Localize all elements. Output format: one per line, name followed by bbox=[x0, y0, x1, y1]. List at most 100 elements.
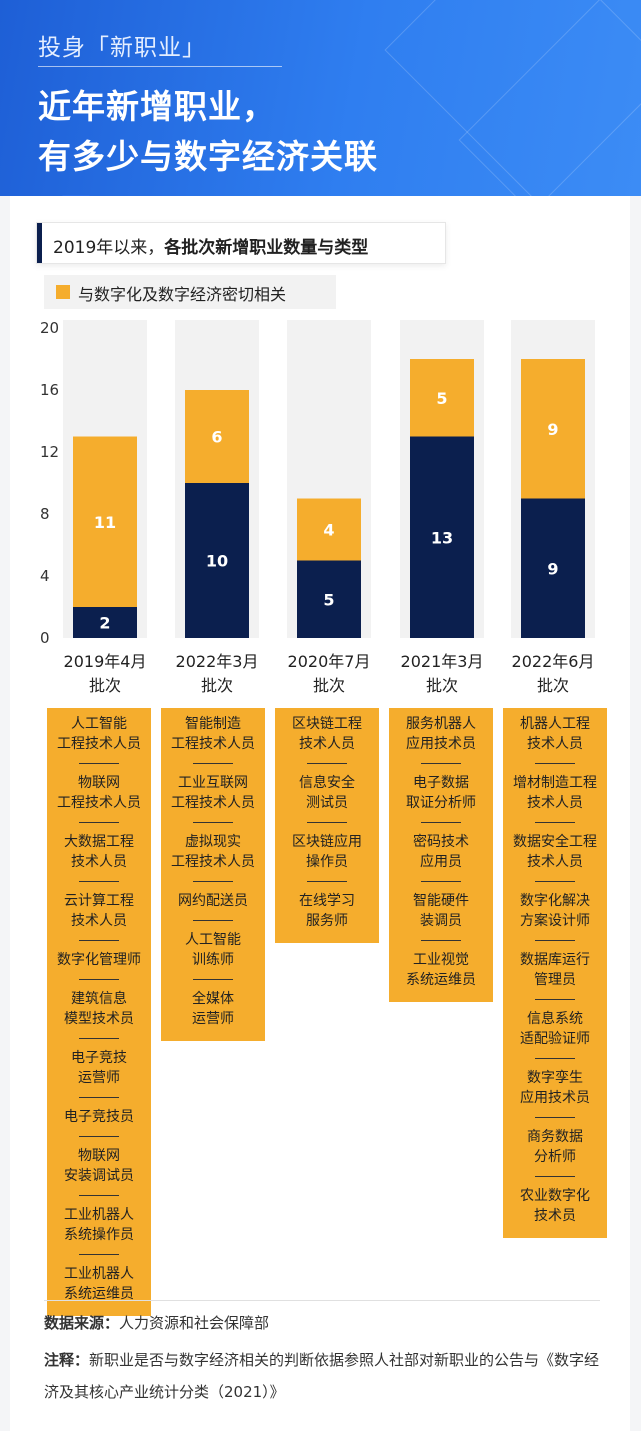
occupation-item: 大数据工程 技术人员 bbox=[64, 834, 134, 870]
legend-label: 与数字化及数字经济密切相关 bbox=[78, 285, 287, 304]
occupation-item: 区块链工程 技术人员 bbox=[292, 716, 362, 752]
occupation-item: 信息安全 测试员 bbox=[299, 775, 355, 811]
x-category-label: 2021年3月 bbox=[401, 652, 484, 671]
occupation-item: 电子数据 取证分析师 bbox=[406, 775, 476, 811]
footer-divider bbox=[44, 1300, 600, 1301]
occupation-item: 虚拟现实 工程技术人员 bbox=[171, 834, 255, 870]
item-separator bbox=[307, 881, 347, 882]
item-separator bbox=[421, 881, 461, 882]
item-separator bbox=[535, 881, 575, 882]
item-separator bbox=[307, 822, 347, 823]
bar-segment-digital bbox=[410, 359, 474, 437]
occupation-item: 服务机器人 应用技术员 bbox=[406, 716, 476, 752]
bar-value-label: 9 bbox=[547, 559, 558, 578]
kicker-underline bbox=[38, 66, 282, 67]
item-separator bbox=[79, 1136, 119, 1137]
item-separator bbox=[421, 763, 461, 764]
y-tick-label: 0 bbox=[40, 629, 50, 647]
y-tick-label: 4 bbox=[40, 567, 50, 585]
y-tick-label: 16 bbox=[40, 381, 59, 399]
legend: 与数字化及数字经济密切相关 bbox=[44, 275, 336, 309]
y-tick-label: 20 bbox=[40, 319, 59, 337]
occupation-item: 在线学习 服务师 bbox=[299, 893, 355, 929]
occupation-item: 网约配送员 bbox=[178, 893, 248, 909]
bar-value-label: 9 bbox=[547, 420, 558, 439]
occupation-column: 区块链工程 技术人员 信息安全 测试员 区块链应用 操作员 在线学习 服务师 bbox=[275, 708, 379, 943]
occupation-item: 工业机器人 系统操作员 bbox=[64, 1207, 134, 1243]
legend-swatch bbox=[56, 285, 70, 299]
x-category-label: 批次 bbox=[89, 676, 121, 695]
item-separator bbox=[79, 881, 119, 882]
occupation-item: 区块链应用 操作员 bbox=[292, 834, 362, 870]
data-source: 数据来源：人力资源和社会保障部 bbox=[44, 1312, 269, 1333]
x-category-label: 2022年3月 bbox=[176, 652, 259, 671]
note-text: 新职业是否与数字经济相关的判断依据参照人社部对新职业的公告与《数字经济及其核心产… bbox=[44, 1351, 600, 1401]
item-separator bbox=[79, 1038, 119, 1039]
occupation-item: 电子竞技员 bbox=[64, 1109, 134, 1125]
x-category-label: 批次 bbox=[426, 676, 458, 695]
occupation-item: 智能制造 工程技术人员 bbox=[171, 716, 255, 752]
item-separator bbox=[535, 1176, 575, 1177]
item-separator bbox=[535, 822, 575, 823]
bar-value-label: 10 bbox=[206, 552, 228, 571]
bar-segment-other bbox=[521, 498, 585, 638]
item-separator bbox=[421, 940, 461, 941]
page-title: 近年新增职业， 有多少与数字经济关联 bbox=[38, 82, 378, 182]
occupation-item: 数字化管理师 bbox=[57, 952, 141, 968]
item-separator bbox=[193, 979, 233, 980]
occupation-item: 农业数字化 技术员 bbox=[520, 1188, 590, 1224]
source-text: 人力资源和社会保障部 bbox=[119, 1314, 270, 1332]
bar-value-label: 6 bbox=[211, 428, 222, 447]
bar-value-label: 13 bbox=[431, 528, 453, 547]
x-category-label: 批次 bbox=[201, 676, 233, 695]
header-kicker: 投身「新职业」 bbox=[38, 35, 206, 61]
occupation-item: 电子竞技 运营师 bbox=[71, 1050, 127, 1086]
occupation-column: 人工智能 工程技术人员 物联网 工程技术人员 大数据工程 技术人员 云计算工程 技术人员 数字化… bbox=[47, 708, 151, 1316]
occupation-item: 密码技术 应用员 bbox=[413, 834, 469, 870]
bar-segment-digital bbox=[521, 359, 585, 499]
subtitle-bold: 各批次新增职业数量与类型 bbox=[164, 238, 369, 258]
occupation-item: 全媒体 运营师 bbox=[192, 991, 234, 1027]
note-label: 注释： bbox=[44, 1351, 90, 1369]
bar-value-label: 2 bbox=[99, 614, 110, 633]
item-separator bbox=[193, 822, 233, 823]
item-separator bbox=[79, 1097, 119, 1098]
item-separator bbox=[535, 763, 575, 764]
item-separator bbox=[193, 763, 233, 764]
chart-subtitle-box: 2019年以来，各批次新增职业数量与类型 bbox=[36, 222, 446, 264]
item-separator bbox=[193, 920, 233, 921]
header-banner: 投身「新职业」 近年新增职业， 有多少与数字经济关联 bbox=[0, 0, 641, 196]
bar-segment-other bbox=[410, 436, 474, 638]
item-separator bbox=[79, 763, 119, 764]
title-line-2: 有多少与数字经济关联 bbox=[38, 137, 378, 176]
occupation-item: 物联网 安装调试员 bbox=[64, 1148, 134, 1184]
item-separator bbox=[79, 1195, 119, 1196]
occupation-item: 数字化解决 方案设计师 bbox=[520, 893, 590, 929]
occupation-item: 云计算工程 技术人员 bbox=[64, 893, 134, 929]
occupation-item: 信息系统 适配验证师 bbox=[520, 1011, 590, 1047]
bar-value-label: 5 bbox=[436, 389, 447, 408]
occupation-item: 增材制造工程 技术人员 bbox=[513, 775, 597, 811]
x-category-label: 2022年6月 bbox=[512, 652, 595, 671]
occupation-item: 商务数据 分析师 bbox=[527, 1129, 583, 1165]
bar-segment-digital bbox=[297, 498, 361, 561]
item-separator bbox=[79, 940, 119, 941]
item-separator bbox=[535, 940, 575, 941]
x-category-label: 2019年4月 bbox=[64, 652, 147, 671]
occupation-item: 工业机器人 系统运维员 bbox=[64, 1266, 134, 1302]
bar-segment-digital bbox=[185, 390, 249, 483]
footnote: 注释：新职业是否与数字经济相关的判断依据参照人社部对新职业的公告与《数字经济及其… bbox=[44, 1344, 604, 1408]
occupation-item: 建筑信息 模型技术员 bbox=[64, 991, 134, 1027]
item-separator bbox=[535, 1058, 575, 1059]
bar-segment-other bbox=[185, 483, 249, 638]
occupation-item: 人工智能 工程技术人员 bbox=[57, 716, 141, 752]
subtitle-prefix: 2019年以来， bbox=[53, 238, 165, 258]
bar-value-label: 11 bbox=[94, 513, 116, 532]
title-line-1: 近年新增职业， bbox=[38, 87, 276, 126]
occupation-column: 服务机器人 应用技术员 电子数据 取证分析师 密码技术 应用员 智能硬件 装调员 工业视觉 系统运… bbox=[389, 708, 493, 1002]
bar-value-label: 4 bbox=[323, 521, 334, 540]
occupation-column: 智能制造 工程技术人员 工业互联网 工程技术人员 虚拟现实 工程技术人员 网约配送员 人工智能… bbox=[161, 708, 265, 1041]
item-separator bbox=[535, 999, 575, 1000]
occupation-item: 数据安全工程 技术人员 bbox=[513, 834, 597, 870]
